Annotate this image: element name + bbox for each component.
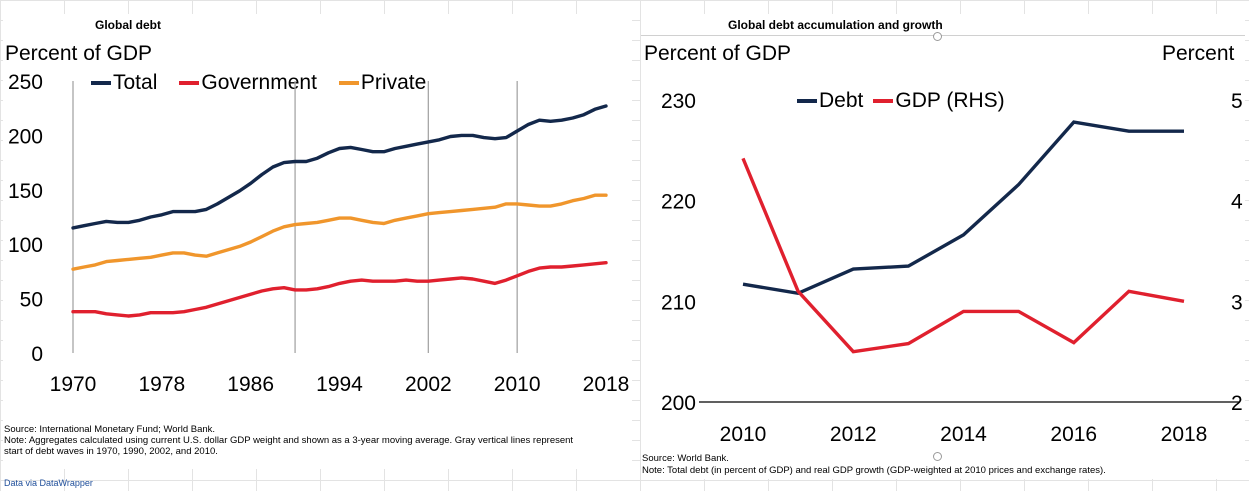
right-chart-title: Global debt accumulation and growth: [728, 18, 943, 32]
legend-debt-swatch: [797, 99, 817, 103]
x-tick-1970: 1970: [50, 373, 97, 396]
legend-private: Private: [338, 71, 427, 95]
x-tick-2002: 2002: [405, 373, 452, 396]
x-tick-2010: 2010: [494, 373, 541, 396]
legend-debt: Debt: [797, 89, 863, 113]
y-tick-0: 0: [31, 343, 43, 366]
right-unit-label-right: Percent: [1162, 42, 1235, 65]
right-y-tick-4: 4: [1231, 191, 1243, 214]
debt-accumulation-growth-chart[interactable]: Global debt accumulation and growth Perc…: [641, 14, 1245, 479]
series-line-government: [71, 260, 608, 318]
legend-total: Total: [91, 71, 157, 95]
y-tick-200: 200: [8, 125, 43, 148]
right-source: Source: World Bank.: [642, 453, 729, 464]
y-tick-100: 100: [8, 234, 43, 257]
global-debt-chart[interactable]: Global debt Percent of GDP Total Governm…: [3, 14, 632, 469]
left-note-line2: start of debt waves in 1970, 1990, 2002,…: [4, 446, 218, 457]
right-plot-area: 200 210 220 230 2 3 4 5 2010 2012 2014 2016 2018: [661, 90, 1243, 446]
legend-government-label: Government: [201, 71, 317, 94]
series-line-total: [71, 104, 608, 230]
left-y-tick-230: 230: [661, 90, 696, 113]
right-note: Note: Total debt (in percent of GDP) and…: [642, 465, 1106, 476]
y-tick-50: 50: [20, 289, 43, 312]
x-tick-2018: 2018: [1161, 423, 1208, 446]
legend-private-label: Private: [360, 71, 427, 94]
y-tick-250: 250: [8, 71, 43, 94]
x-tick-2014: 2014: [940, 423, 987, 446]
x-tick-2018: 2018: [583, 373, 630, 396]
legend-total-label: Total: [113, 71, 158, 94]
series-line-private: [71, 193, 608, 271]
legend-debt-label: Debt: [819, 89, 864, 112]
right-unit-label-left: Percent of GDP: [644, 42, 792, 65]
series-line-debt: [742, 120, 1184, 296]
legend-total-swatch: [91, 81, 111, 85]
x-tick-1994: 1994: [316, 373, 363, 396]
x-tick-2012: 2012: [830, 423, 877, 446]
resize-handle-bottom[interactable]: [933, 452, 942, 461]
x-tick-1978: 1978: [138, 373, 185, 396]
left-legend: Total Government Private: [91, 71, 448, 95]
legend-private-swatch: [338, 81, 359, 85]
right-y-tick-3: 3: [1231, 291, 1243, 314]
legend-gdp: GDP (RHS): [873, 89, 1005, 113]
left-y-tick-200: 200: [661, 392, 696, 415]
legend-government: Government: [179, 71, 317, 95]
left-chart-title: Global debt: [95, 18, 161, 32]
series-line-gdp-rhs-: [741, 157, 1185, 354]
data-link[interactable]: Data via DataWrapper: [4, 478, 93, 488]
legend-gdp-swatch: [873, 99, 894, 103]
title-divider: [641, 35, 1245, 36]
legend-government-swatch: [179, 81, 200, 85]
legend-gdp-label: GDP (RHS): [895, 89, 1005, 112]
right-y-tick-2: 2: [1231, 392, 1243, 415]
left-unit-label: Percent of GDP: [5, 42, 153, 65]
right-y-tick-5: 5: [1231, 90, 1243, 113]
x-tick-2010: 2010: [720, 423, 767, 446]
resize-handle-top[interactable]: [933, 32, 942, 41]
y-tick-150: 150: [8, 180, 43, 203]
left-note-line1: Note: Aggregates calculated using curren…: [4, 435, 574, 446]
right-legend: Debt GDP (RHS): [797, 89, 1027, 113]
left-y-tick-220: 220: [661, 191, 696, 214]
x-tick-2016: 2016: [1050, 423, 1097, 446]
left-source: Source: International Monetary Fund; Wor…: [4, 424, 216, 435]
left-plot-area: 0 50 100 150 200 250 1970 1978 1986 1994 2002 2010 2…: [8, 71, 630, 396]
left-y-tick-210: 210: [661, 291, 696, 314]
x-tick-1986: 1986: [227, 373, 274, 396]
